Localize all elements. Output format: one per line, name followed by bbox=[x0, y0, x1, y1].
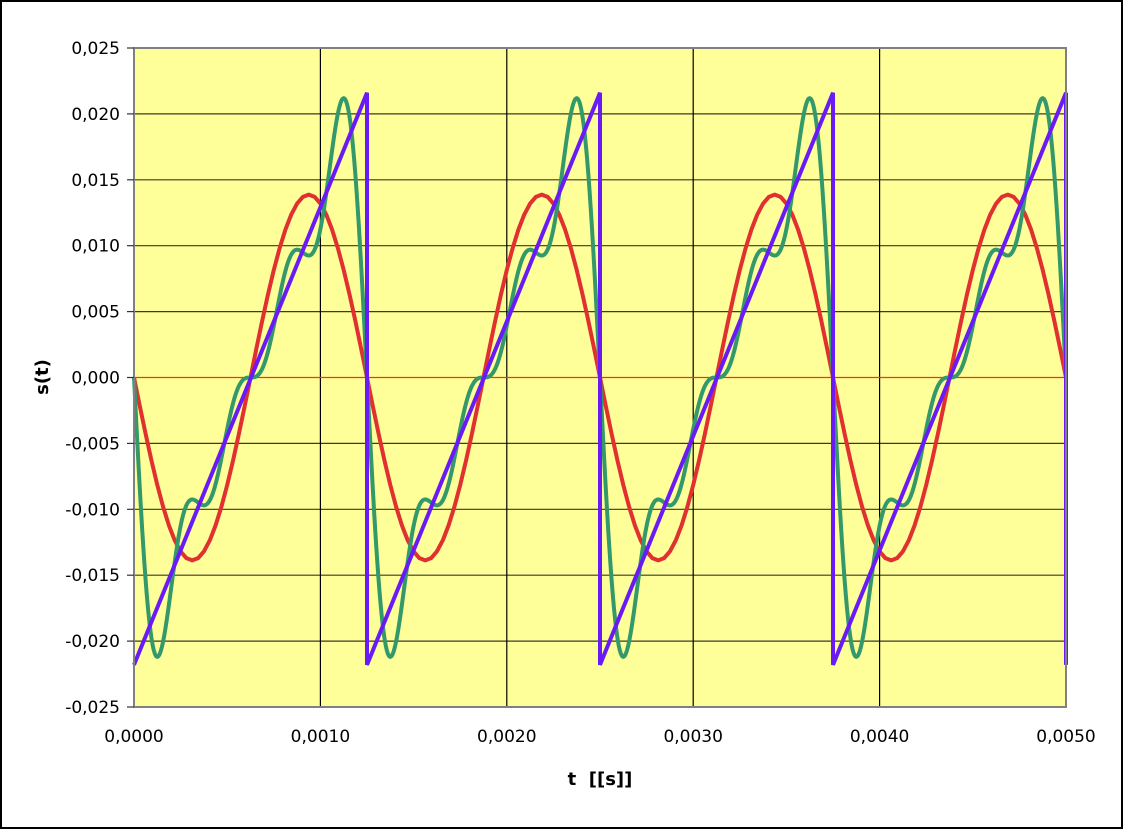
x-axis-title: t [[s]] bbox=[568, 769, 633, 790]
y-tick-label: -0,010 bbox=[65, 500, 120, 520]
x-tick-label: 0,0010 bbox=[291, 727, 350, 747]
y-tick-label: 0,025 bbox=[71, 39, 120, 59]
y-tick-label: 0,015 bbox=[71, 171, 120, 191]
y-tick-label: -0,025 bbox=[65, 698, 120, 718]
x-tick-label: 0,0030 bbox=[663, 727, 722, 747]
y-tick-label: -0,005 bbox=[65, 434, 120, 454]
series-line bbox=[132, 92, 1068, 666]
y-axis-ticks: 0,025 0,020 0,015 0,010 0,005 0,000 -0,005 -0,0… bbox=[65, 39, 134, 718]
x-tick-label: 0,0050 bbox=[1036, 727, 1095, 747]
series-group bbox=[132, 92, 1068, 666]
x-tick-label: 0,0000 bbox=[104, 727, 163, 747]
y-tick-label: -0,015 bbox=[65, 566, 120, 586]
y-tick-label: 0,010 bbox=[71, 237, 120, 257]
y-tick-label: 0,000 bbox=[71, 369, 120, 389]
y-tick-label: -0,020 bbox=[65, 632, 120, 652]
y-axis-title: s(t) bbox=[32, 359, 53, 395]
y-tick-label: 0,020 bbox=[71, 105, 120, 125]
x-tick-label: 0,0040 bbox=[850, 727, 909, 747]
x-axis-ticks: 0,0000 0,0010 0,0020 0,0030 0,0040 0,0050 bbox=[104, 727, 1095, 747]
y-tick-label: 0,005 bbox=[71, 303, 120, 323]
x-tick-label: 0,0020 bbox=[477, 727, 536, 747]
